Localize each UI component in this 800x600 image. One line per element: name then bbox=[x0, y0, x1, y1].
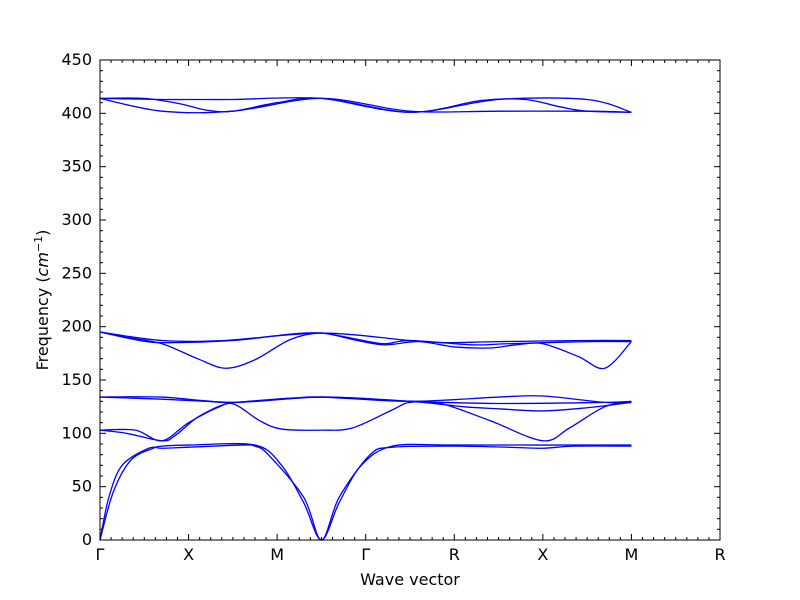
phonon-branch-line bbox=[99, 400, 632, 442]
y-tick-label: 400 bbox=[61, 103, 92, 122]
x-tick-label: X bbox=[183, 545, 194, 564]
x-tick-label: Γ bbox=[361, 545, 370, 564]
phonon-branch-line bbox=[99, 97, 632, 113]
y-axis-ticks: 0 50 100 150 200 250 300 350 400 450 bbox=[61, 50, 720, 549]
x-tick-label: X bbox=[537, 545, 548, 564]
y-tick-label: 250 bbox=[61, 263, 92, 282]
y-axis-label-close: ) bbox=[33, 230, 52, 236]
x-tick-label: Γ bbox=[96, 545, 105, 564]
x-tick-label: M bbox=[270, 545, 284, 564]
y-tick-label: 150 bbox=[61, 370, 92, 389]
x-tick-label: M bbox=[625, 545, 639, 564]
y-axis-label-text: Frequency ( bbox=[33, 276, 52, 370]
phonon-branch-line bbox=[99, 331, 632, 346]
y-axis-label-exponent: −1 bbox=[32, 236, 45, 252]
phonon-branch-line bbox=[99, 331, 632, 344]
y-tick-label: 50 bbox=[72, 477, 92, 496]
phonon-branch-line bbox=[99, 396, 632, 405]
phonon-branch-line bbox=[99, 97, 632, 114]
y-tick-label: 450 bbox=[61, 50, 92, 69]
y-axis-label: Frequency (cm−1) bbox=[32, 230, 52, 371]
y-tick-label: 300 bbox=[61, 210, 92, 229]
y-tick-label: 100 bbox=[61, 423, 92, 442]
y-tick-label: 0 bbox=[82, 530, 92, 549]
x-axis-label: Wave vector bbox=[360, 570, 460, 589]
phonon-branch-line bbox=[99, 331, 632, 370]
y-axis-label-unit: cm bbox=[33, 252, 52, 276]
x-tick-label: R bbox=[714, 545, 725, 564]
plot-frame bbox=[99, 59, 721, 541]
phonon-branch-line bbox=[99, 97, 632, 113]
phonon-branch-line bbox=[99, 444, 632, 541]
y-tick-label: 200 bbox=[61, 317, 92, 336]
phonon-branch-line bbox=[99, 442, 632, 541]
plot-lines bbox=[99, 97, 632, 541]
y-tick-label: 350 bbox=[61, 157, 92, 176]
x-tick-label: R bbox=[449, 545, 460, 564]
